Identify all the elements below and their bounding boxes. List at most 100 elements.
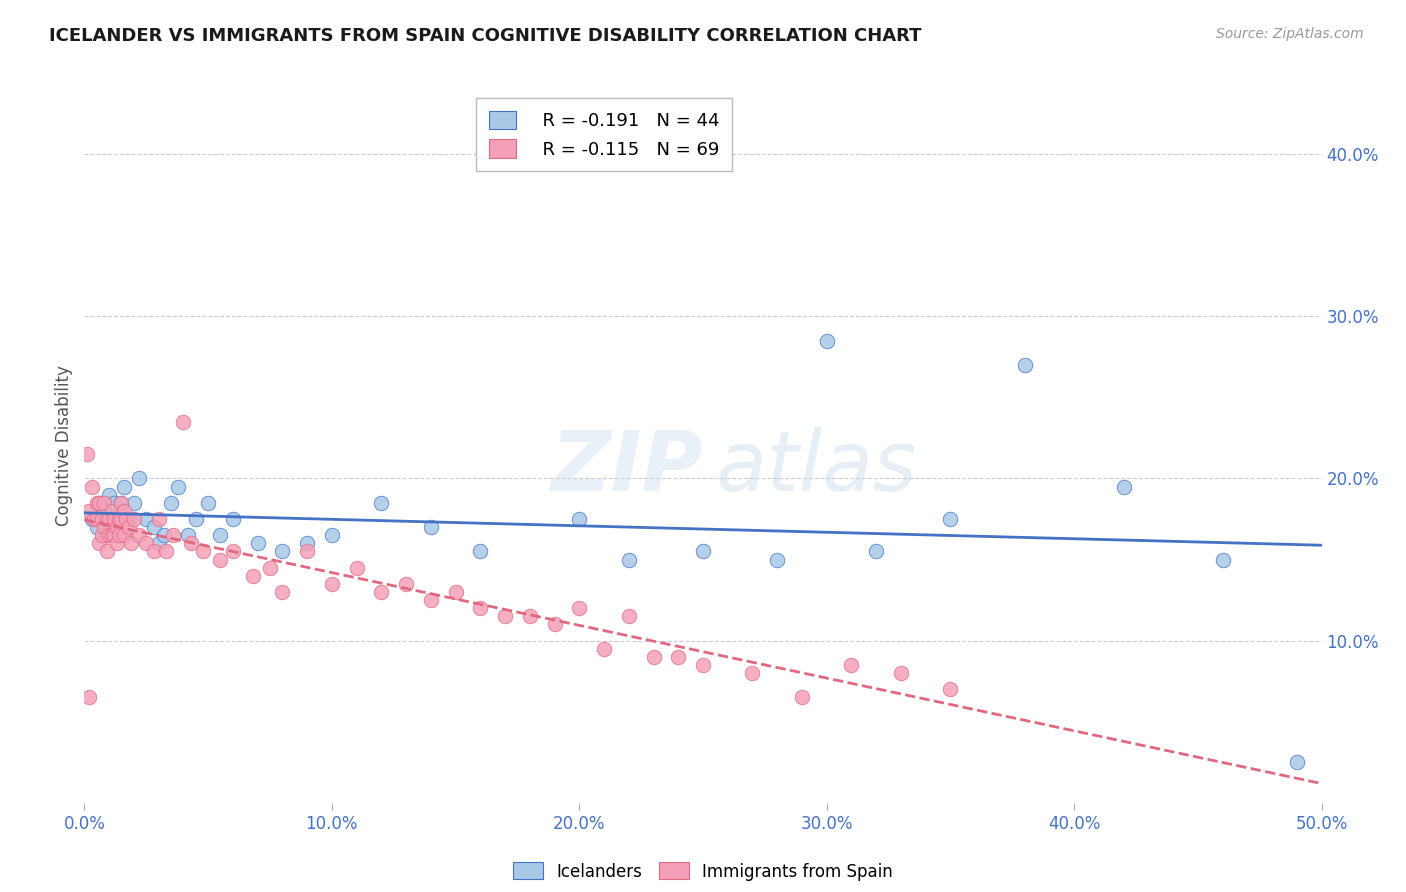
Point (419, 593, 441, 607)
Point (692, 544, 714, 558)
Point (1285, 756, 1308, 770)
Point (115, 512, 138, 526)
Point (110, 512, 132, 526)
Point (370, 585, 392, 599)
Point (90, 528, 112, 542)
Point (100, 512, 122, 526)
Point (86, 512, 108, 526)
Point (120, 536, 142, 550)
Point (103, 496, 125, 510)
Point (96, 512, 118, 526)
Point (222, 512, 245, 526)
Point (98, 528, 121, 542)
Point (162, 528, 184, 542)
Point (617, 552, 640, 566)
Point (259, 560, 281, 574)
Point (346, 560, 368, 574)
Point (142, 520, 165, 534)
Point (184, 512, 207, 526)
Point (470, 544, 492, 558)
Point (1112, 479, 1135, 493)
Point (209, 528, 232, 542)
Point (841, 657, 863, 672)
Point (271, 585, 294, 599)
Point (128, 471, 150, 485)
Point (172, 415, 194, 429)
Point (568, 512, 591, 526)
Point (76, 447, 98, 461)
Point (790, 690, 813, 705)
Point (98, 488, 121, 502)
Point (167, 479, 190, 493)
Point (593, 641, 616, 656)
Point (83, 512, 105, 526)
Point (939, 682, 962, 697)
Point (295, 536, 318, 550)
Point (135, 512, 157, 526)
Point (617, 609, 640, 624)
Point (519, 609, 541, 624)
Point (148, 512, 170, 526)
Point (444, 585, 467, 599)
Point (108, 528, 131, 542)
Y-axis label: Cognitive Disability: Cognitive Disability (55, 366, 73, 526)
Point (246, 536, 269, 550)
Point (93, 520, 115, 534)
Point (135, 536, 157, 550)
Text: atlas: atlas (716, 427, 917, 508)
Point (89, 536, 111, 550)
Point (222, 544, 245, 558)
Point (103, 512, 125, 526)
Point (110, 496, 132, 510)
Legend: Icelanders, Immigrants from Spain: Icelanders, Immigrants from Spain (506, 855, 900, 888)
Point (666, 649, 689, 664)
Point (79, 504, 101, 518)
Point (295, 544, 318, 558)
Point (96, 544, 118, 558)
Point (122, 496, 145, 510)
Point (96, 528, 118, 542)
Point (242, 568, 264, 582)
Point (865, 544, 887, 558)
Point (890, 666, 912, 681)
Point (766, 552, 789, 566)
Text: ICELANDER VS IMMIGRANTS FROM SPAIN COGNITIVE DISABILITY CORRELATION CHART: ICELANDER VS IMMIGRANTS FROM SPAIN COGNI… (49, 27, 922, 45)
Point (741, 666, 763, 681)
Point (1014, 358, 1036, 372)
Point (80, 479, 103, 493)
Point (118, 512, 141, 526)
Point (90, 512, 112, 526)
Point (568, 601, 591, 615)
Point (815, 334, 838, 348)
Point (494, 609, 516, 624)
Point (100, 528, 122, 542)
Point (543, 617, 565, 632)
Point (271, 544, 294, 558)
Point (89, 496, 111, 510)
Point (100, 504, 122, 518)
Point (370, 496, 392, 510)
Point (108, 512, 131, 526)
Point (86, 520, 108, 534)
Point (321, 528, 343, 542)
Point (191, 544, 214, 558)
Point (470, 601, 492, 615)
Point (209, 552, 232, 566)
Point (93, 504, 115, 518)
Point (105, 536, 128, 550)
Point (118, 520, 141, 534)
Point (93, 496, 115, 510)
Point (79, 690, 101, 705)
Point (395, 577, 418, 591)
Point (321, 577, 343, 591)
Point (180, 536, 202, 550)
Point (122, 512, 145, 526)
Point (112, 504, 135, 518)
Point (128, 528, 150, 542)
Point (105, 512, 128, 526)
Point (90, 512, 112, 526)
Point (419, 520, 441, 534)
Point (142, 544, 165, 558)
Point (89, 496, 111, 510)
Point (155, 544, 177, 558)
